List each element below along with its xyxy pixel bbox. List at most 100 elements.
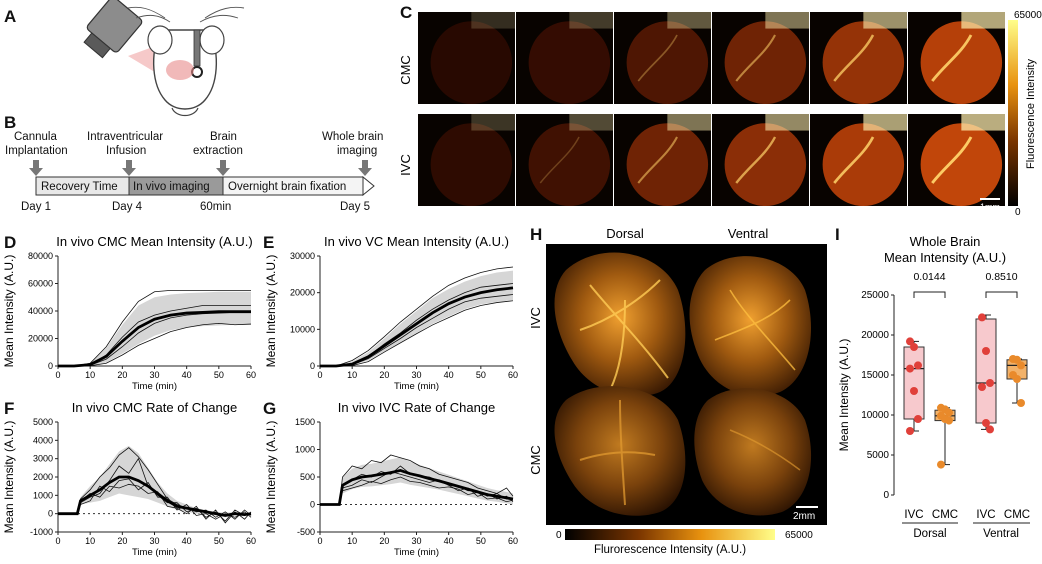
chart-G-xlabel: Time (min) bbox=[394, 547, 439, 558]
timeline-event-infusion-line1: Intraventricular bbox=[87, 131, 163, 143]
chart-F-ylabel: Mean Intensity (A.U.) bbox=[2, 421, 16, 534]
colorbar-h bbox=[565, 529, 775, 540]
chart-F-mean-line bbox=[58, 475, 252, 517]
frame-vessel-cmc-4 bbox=[735, 34, 776, 82]
chart-F-xtick-label: 50 bbox=[214, 536, 224, 546]
panel-letter-h: H bbox=[530, 225, 542, 244]
chart-e: In vivo VC Mean Intensity (A.U.) 0 10 20 30 4… bbox=[264, 234, 518, 392]
colorbar-h-max: 65000 bbox=[785, 530, 813, 541]
chart-F-title: In vivo CMC Rate of Change bbox=[72, 400, 237, 415]
chart-E-band bbox=[320, 270, 513, 366]
frame-vessel-cmc-6 bbox=[931, 34, 973, 82]
chart-F-xtick-label: 0 bbox=[55, 536, 60, 546]
frame-cmc-2 bbox=[516, 12, 613, 104]
phase-recovery-label: Recovery Time bbox=[41, 181, 118, 193]
chart-i-xlabel-2: CMC bbox=[932, 509, 958, 521]
chart-i-point bbox=[986, 425, 994, 434]
chart-F-ytick-label: 2000 bbox=[33, 472, 53, 482]
chart-G-series-3 bbox=[320, 471, 514, 505]
chart-i-group-dorsal: Dorsal bbox=[913, 528, 946, 540]
frame-glow-ivc-6 bbox=[920, 123, 1003, 206]
chart-i-pvalue-2: 0.8510 bbox=[985, 271, 1017, 283]
chart-i-point bbox=[910, 343, 918, 351]
chart-E-series-4 bbox=[320, 300, 514, 367]
chart-E-ytick-label: 0 bbox=[310, 361, 315, 371]
frame-vessel-ivc-4 bbox=[735, 136, 777, 184]
scale-bar-h: 2mm bbox=[793, 511, 815, 522]
chart-i-ylabel: Mean Intensity (A.U.) bbox=[837, 339, 851, 452]
chart-g: In vivo IVC Rate of Change 0 10 20 30 40 50 60 -… bbox=[264, 400, 518, 558]
frame-glow-cmc-4 bbox=[724, 21, 807, 104]
column-label-dorsal: Dorsal bbox=[606, 226, 644, 241]
chart-F-ytick-label: 0 bbox=[48, 509, 53, 519]
frame-top-cmc-1 bbox=[471, 12, 515, 29]
colorbar-c-min: 0 bbox=[1015, 207, 1021, 218]
row-label-ivc: IVC bbox=[398, 154, 413, 176]
chart-i-point bbox=[906, 427, 914, 435]
chart-D-xtick-label: 40 bbox=[182, 370, 192, 380]
panel-letter-a: A bbox=[4, 7, 16, 26]
chart-E-ytick-label: 30000 bbox=[290, 251, 315, 261]
phase-invivo-label: In vivo imaging bbox=[133, 181, 210, 193]
panel-letter-i: I bbox=[835, 225, 840, 244]
chart-D-xtick-label: 0 bbox=[55, 370, 60, 380]
chart-i-ytick-label: 10000 bbox=[861, 410, 889, 421]
chart-D-ytick-label: 80000 bbox=[28, 251, 53, 261]
chart-i-ytick-label: 5000 bbox=[867, 450, 890, 461]
chart-D-xtick-label: 20 bbox=[117, 370, 127, 380]
chart-F-xtick-label: 60 bbox=[246, 536, 256, 546]
chart-F-xtick-label: 20 bbox=[117, 536, 127, 546]
chart-G-mean-line bbox=[320, 468, 514, 506]
brain-cmc-ventral bbox=[694, 388, 812, 516]
timeline-event-cannula-line1: Cannula bbox=[14, 131, 57, 143]
chart-F-xtick-label: 40 bbox=[182, 536, 192, 546]
chart-E-xtick-label: 10 bbox=[347, 370, 357, 380]
mouse-illustration bbox=[83, 0, 245, 117]
chart-i-pvalue-1: 0.0144 bbox=[913, 271, 945, 283]
chart-i-point bbox=[1013, 375, 1021, 383]
chart-d: In vivo CMC Mean Intensity (A.U.) 0 10 20 30… bbox=[2, 234, 256, 392]
panel-letter-f: F bbox=[4, 399, 14, 418]
timeline-event-imaging-line1: Whole brain bbox=[322, 131, 383, 143]
timeline-day4: Day 4 bbox=[112, 201, 143, 213]
frame-top-ivc-2 bbox=[569, 114, 613, 131]
phase-fixation-label: Overnight brain fixation bbox=[228, 181, 346, 193]
chart-i-ytick-label: 15000 bbox=[861, 370, 889, 381]
chart-G-ytick-label: 0 bbox=[310, 500, 315, 510]
chart-G-xtick-label: 0 bbox=[317, 536, 322, 546]
chart-G-title: In vivo IVC Rate of Change bbox=[338, 400, 496, 415]
colorbar-c bbox=[1008, 20, 1018, 206]
timeline-day5: Day 5 bbox=[340, 201, 370, 213]
panel-letter-b: B bbox=[4, 113, 16, 132]
colorbar-h-label: Flurorescence Intensity (A.U.) bbox=[594, 544, 746, 556]
frame-glow-ivc-2 bbox=[528, 123, 611, 206]
brain-ivc-dorsal bbox=[554, 252, 686, 397]
frame-top-ivc-3 bbox=[667, 114, 711, 131]
frame-cmc-3 bbox=[614, 12, 711, 104]
frame-top-ivc-5 bbox=[863, 114, 907, 131]
chart-i-title-line2: Mean Intensity (A.U.) bbox=[884, 250, 1006, 265]
frame-glow-ivc-3 bbox=[626, 123, 709, 206]
chart-G-ytick-label: 1500 bbox=[295, 417, 315, 427]
row-label-h-cmc: CMC bbox=[528, 445, 543, 475]
chart-i-ytick-label: 25000 bbox=[861, 290, 889, 301]
chart-i-point bbox=[945, 416, 953, 425]
chart-E-mean-line bbox=[320, 286, 514, 368]
chart-i-xlabel-4: CMC bbox=[1004, 509, 1030, 521]
chart-F-ytick-label: 4000 bbox=[33, 435, 53, 445]
chart-D-ylabel: Mean Intensity (A.U.) bbox=[2, 255, 16, 368]
panel-h-whole-brain: Dorsal Ventral IVC CMC 2mm 0 65000 Fluro… bbox=[528, 226, 827, 556]
frame-ivc-2 bbox=[516, 114, 613, 206]
frame-glow-ivc-1 bbox=[430, 123, 513, 206]
frame-cmc-1 bbox=[418, 12, 515, 104]
chart-G-series-1 bbox=[320, 454, 514, 505]
frame-glow-ivc-5 bbox=[822, 123, 905, 206]
chart-F-xtick-label: 10 bbox=[85, 536, 95, 546]
chart-i-point bbox=[982, 419, 990, 427]
timeline-60min: 60min bbox=[200, 201, 231, 213]
frame-glow-cmc-2 bbox=[528, 21, 611, 104]
colorbar-c-label: Fluorescence Intensity bbox=[1025, 58, 1037, 169]
chart-i-point bbox=[945, 408, 953, 417]
chart-E-xlabel: Time (min) bbox=[394, 381, 439, 392]
